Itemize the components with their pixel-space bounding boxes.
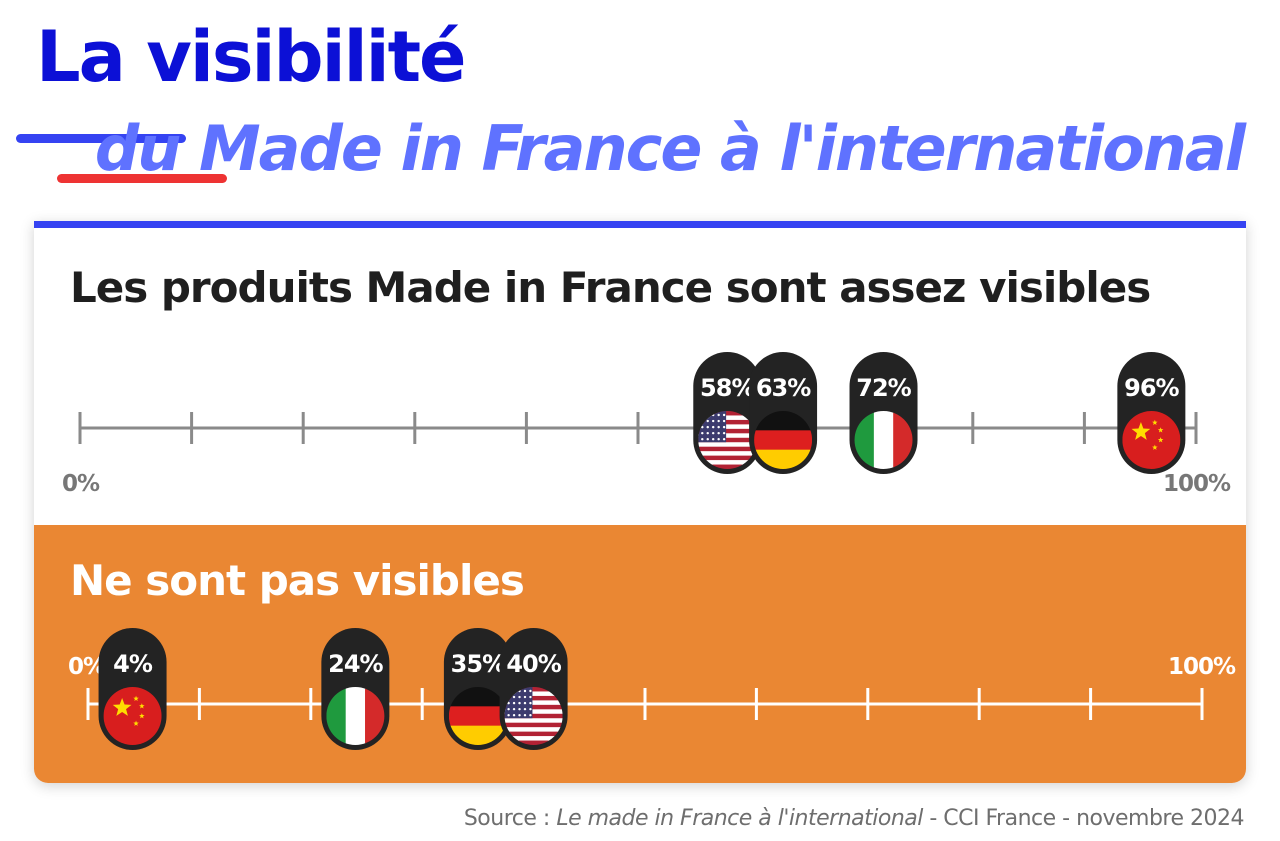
blue-stripe bbox=[16, 134, 186, 143]
card-top-border bbox=[34, 221, 1246, 228]
visible-axis-max-label: 100% bbox=[1163, 471, 1231, 497]
source-prefix: Source : bbox=[463, 806, 557, 831]
chart-card: Les produits Made in France sont assez v… bbox=[34, 221, 1246, 783]
source-work: Le made in France à l'international bbox=[556, 806, 923, 831]
source-suffix: - CCI France - novembre 2024 bbox=[922, 806, 1244, 831]
not-visible-axis-max-label: 100% bbox=[1168, 654, 1236, 680]
source-note: Source : Le made in France à l'internati… bbox=[463, 806, 1245, 831]
visible-axis-min-label: 0% bbox=[62, 471, 100, 497]
visible-section-title: Les produits Made in France sont assez v… bbox=[70, 263, 1151, 312]
not-visible-axis-min-label: 0% bbox=[68, 654, 106, 680]
not-visible-section-title: Ne sont pas visibles bbox=[70, 556, 525, 605]
main-title: La visibilité bbox=[36, 16, 467, 98]
not-visible-panel bbox=[34, 525, 1246, 783]
main-subtitle: du Made in France à l'international bbox=[94, 112, 1246, 185]
red-stripe bbox=[57, 174, 227, 183]
